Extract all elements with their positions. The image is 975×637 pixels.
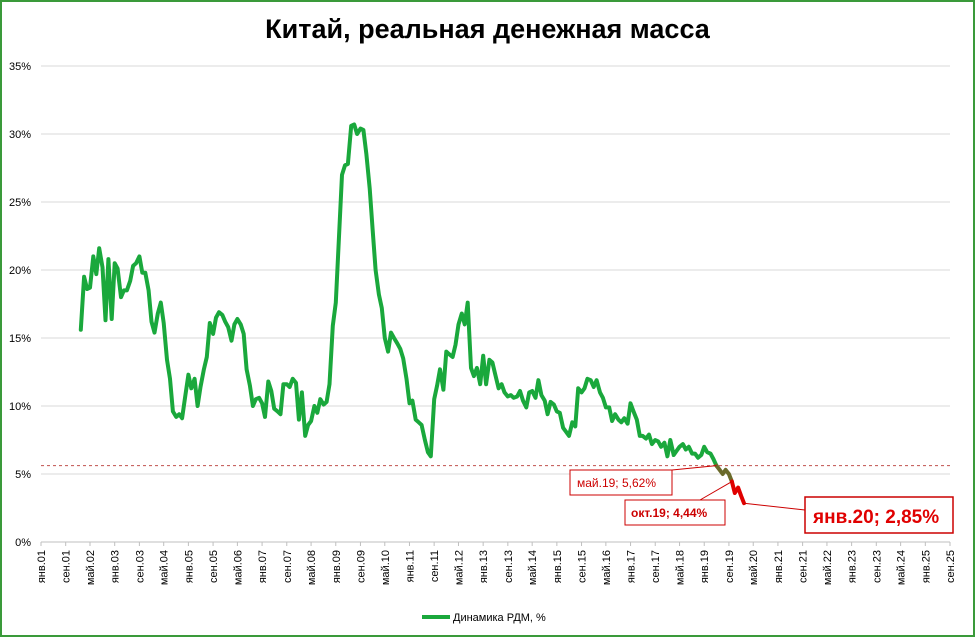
annotation-oct19-text: окт.19; 4,44%: [631, 506, 708, 520]
y-tick-label: 5%: [15, 469, 31, 481]
annotation-jan20: янв.20; 2,85%: [743, 496, 954, 534]
x-tick-label: янв.17: [626, 550, 638, 583]
x-axis-ticks: янв.01 сен.01 май.02 янв.03 сен.03 май.04 янв.…: [36, 542, 957, 585]
x-tick-label: сен.09: [355, 550, 367, 583]
y-tick-label: 25%: [9, 197, 31, 209]
annotation-jan20-leader: [743, 502, 806, 511]
x-tick-label: янв.19: [699, 550, 711, 583]
x-tick-label: янв.03: [110, 550, 122, 583]
series-line-0: [78, 122, 719, 468]
x-tick-label: май.18: [675, 550, 687, 585]
annotation-may19: май.19; 5,62%: [569, 465, 717, 496]
x-tick-label: май.10: [380, 550, 392, 585]
annotation-may19-text: май.19; 5,62%: [577, 476, 656, 490]
x-tick-label: сен.03: [134, 550, 146, 583]
x-tick-label: май.04: [159, 550, 171, 585]
annotation-oct19-box: [624, 499, 726, 526]
y-tick-label: 20%: [9, 265, 31, 277]
series-line-1: [714, 463, 734, 484]
y-tick-label: 30%: [9, 129, 31, 141]
annotation-oct19-leader: [699, 481, 733, 501]
annotation-may19-box: [569, 469, 673, 496]
x-tick-label: сен.21: [798, 550, 810, 583]
x-tick-label: сен.23: [871, 550, 883, 583]
x-tick-label: янв.11: [404, 550, 416, 582]
x-tick-label: янв.05: [183, 550, 195, 583]
x-tick-label: сен.17: [650, 550, 662, 583]
x-tick-label: сен.15: [577, 550, 589, 583]
annotation-jan20-text: янв.20; 2,85%: [812, 507, 939, 528]
legend-label: Динамика РДМ, %: [453, 612, 546, 624]
series-lines: [78, 122, 746, 506]
y-tick-label: 10%: [9, 401, 31, 413]
y-axis-ticks: 0% 5% 10% 15% 20% 25% 30% 35%: [9, 61, 31, 549]
x-tick-label: янв.01: [36, 550, 48, 583]
x-tick-label: сен.05: [208, 550, 220, 583]
x-tick-label: сен.13: [503, 550, 515, 583]
x-tick-label: май.22: [822, 550, 834, 585]
y-tick-label: 35%: [9, 61, 31, 73]
y-tick-label: 0%: [15, 537, 31, 549]
annotation-oct19: окт.19; 4,44%: [624, 481, 733, 526]
x-tick-label: сен.19: [724, 550, 736, 583]
x-tick-label: май.08: [306, 550, 318, 585]
series-line-2: [729, 479, 746, 506]
legend: Динамика РДМ, %: [422, 612, 546, 624]
x-tick-label: май.02: [85, 550, 97, 585]
x-tick-label: янв.07: [257, 550, 269, 583]
x-tick-label: май.14: [527, 550, 539, 585]
x-tick-label: янв.23: [847, 550, 859, 583]
x-tick-label: сен.01: [61, 550, 73, 583]
x-tick-label: май.24: [896, 550, 908, 585]
x-tick-label: янв.25: [920, 550, 932, 583]
annotation-jan20-box: [804, 496, 954, 534]
annotation-may19-leader: [671, 465, 717, 471]
x-tick-label: май.16: [601, 550, 613, 585]
x-tick-label: май.20: [748, 550, 760, 585]
x-tick-label: сен.11: [429, 550, 441, 582]
x-tick-label: янв.15: [552, 550, 564, 583]
x-tick-label: янв.13: [478, 550, 490, 583]
grid-lines: [41, 65, 950, 475]
y-tick-label: 15%: [9, 333, 31, 345]
x-tick-label: янв.09: [331, 550, 343, 583]
x-tick-label: сен.25: [945, 550, 957, 583]
x-tick-label: янв.21: [773, 550, 785, 583]
chart-title: Китай, реальная денежная масса: [265, 14, 710, 44]
x-tick-label: сен.07: [282, 550, 294, 583]
x-tick-label: май.12: [453, 550, 465, 585]
x-tick-label: май.06: [232, 550, 244, 585]
